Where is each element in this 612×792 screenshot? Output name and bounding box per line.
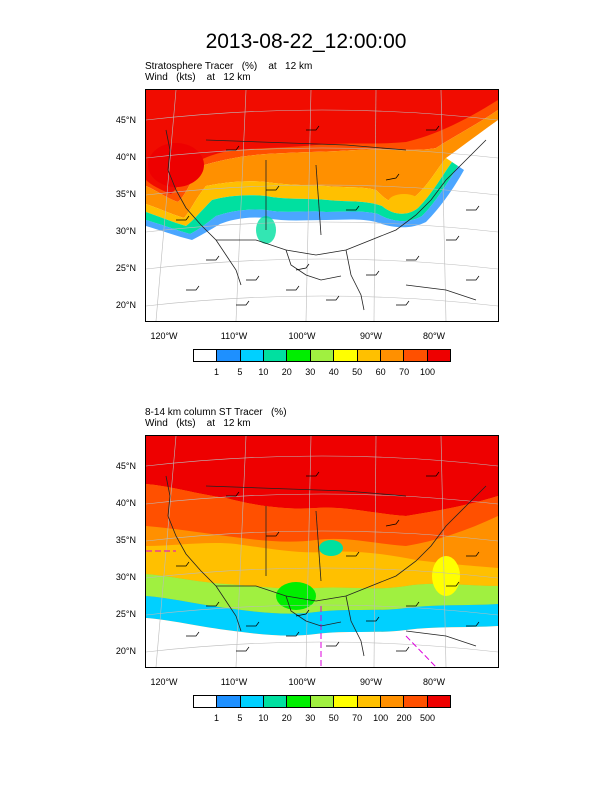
colorbar-tick-label: 50 — [328, 713, 339, 723]
colorbar-tick-label: 20 — [281, 713, 292, 723]
colorbar-tick-label: 40 — [328, 367, 339, 377]
colorbar-swatch — [264, 350, 288, 361]
tracer-fill-red — [146, 484, 498, 546]
colorbar-tick-label: 5 — [237, 367, 243, 377]
coastlines — [165, 475, 487, 657]
colorbar-tick-label: 70 — [352, 713, 363, 723]
colorbar-tick-label: 10 — [258, 713, 269, 723]
colorbar-swatch — [310, 696, 335, 707]
tracer-fill-white — [146, 618, 498, 667]
graticule — [146, 436, 498, 667]
colorbar-swatch — [217, 350, 241, 361]
panel2-lat-45: 45°N — [115, 461, 136, 471]
colorbar-swatch — [334, 696, 358, 707]
colorbar-swatch — [404, 696, 428, 707]
panel2-lon-110: 110°W — [220, 677, 248, 687]
panel1-lat-25: 25°N — [115, 263, 136, 273]
tracer-fill-cyan — [146, 596, 498, 636]
colorbar-swatch — [404, 350, 428, 361]
panel2-lat-25: 25°N — [115, 609, 136, 619]
colorbar-tick-label: 5 — [237, 713, 243, 723]
colorbar-swatch — [380, 696, 405, 707]
panel1-lon-90: 90°W — [359, 331, 383, 341]
panel1-lat-30: 30°N — [115, 226, 136, 236]
panel1-lat-40: 40°N — [115, 152, 136, 162]
panel2-lat-35: 35°N — [115, 535, 136, 545]
tracer-blob-south — [276, 582, 316, 610]
panel1-colorbar — [193, 349, 451, 362]
colorbar-swatch — [357, 696, 381, 707]
wind-barbs — [176, 125, 480, 306]
colorbar-swatch — [287, 696, 311, 707]
panel2-colorbar — [193, 695, 451, 708]
colorbar-swatch — [194, 350, 218, 361]
panel1-lon-120: 120°W — [150, 331, 178, 341]
panel1-lon-80: 80°W — [422, 331, 446, 341]
tracer-blob-central — [319, 540, 343, 556]
panel1-title: Stratosphere Tracer (%) at 12 km — [145, 61, 313, 72]
panel2-lon-120: 120°W — [150, 677, 178, 687]
tracer-blob-east — [388, 194, 420, 210]
panel1-map — [145, 89, 499, 322]
colorbar-swatch — [240, 350, 265, 361]
colorbar-tick-label: 30 — [305, 713, 316, 723]
panel2-title: 8-14 km column ST Tracer (%) — [145, 407, 287, 418]
panel1-lon-110: 110°W — [220, 331, 248, 341]
tracer-fill-orange — [146, 110, 498, 218]
panel2-lon-100: 100°W — [288, 677, 316, 687]
panel2-lon-90: 90°W — [359, 677, 383, 687]
tracer-blob-east — [432, 556, 460, 596]
domain-boundary — [146, 550, 437, 667]
colorbar-swatch — [310, 350, 335, 361]
colorbar-tick-label: 30 — [305, 367, 316, 377]
panel1-lat-45: 45°N — [115, 115, 136, 125]
panel1-subtitle: Wind (kts) at 12 km — [145, 72, 251, 83]
panel1-lon-100: 100°W — [288, 331, 316, 341]
tracer-fill-yellow — [146, 158, 452, 226]
tracer-fill-green — [146, 162, 458, 234]
colorbar-swatch — [217, 696, 241, 707]
colorbar-swatch — [427, 350, 450, 361]
colorbar-tick-label: 500 — [420, 713, 436, 723]
colorbar-swatch — [240, 696, 265, 707]
panel2-lat-30: 30°N — [115, 572, 136, 582]
colorbar-swatch — [194, 696, 218, 707]
wind-barbs — [176, 471, 480, 652]
panel2-lat-20: 20°N — [115, 646, 136, 656]
panel2-subtitle: Wind (kts) at 12 km — [145, 418, 251, 429]
graticule — [146, 90, 498, 321]
colorbar-tick-label: 60 — [375, 367, 386, 377]
colorbar-swatch — [380, 350, 405, 361]
colorbar-tick-label: 1 — [213, 367, 219, 377]
page-title: 2013-08-22_12:00:00 — [205, 30, 407, 53]
panel1-lat-35: 35°N — [115, 189, 136, 199]
tracer-fill-cyan — [146, 166, 464, 240]
tracer-fill-yellow — [146, 543, 498, 589]
colorbar-swatch — [334, 350, 358, 361]
coastlines — [165, 129, 487, 311]
colorbar-swatch — [357, 350, 381, 361]
colorbar-tick-label: 20 — [281, 367, 292, 377]
panel1-lat-20: 20°N — [115, 300, 136, 310]
tracer-fill-green — [146, 574, 498, 614]
panel2-lat-40: 40°N — [115, 498, 136, 508]
colorbar-tick-label: 10 — [258, 367, 269, 377]
tracer-fill-darkred — [146, 90, 498, 194]
colorbar-swatch — [287, 350, 311, 361]
panel2-lon-80: 80°W — [422, 677, 446, 687]
panel2-map — [145, 435, 499, 668]
colorbar-swatch — [264, 696, 288, 707]
colorbar-swatch — [427, 696, 450, 707]
colorbar-tick-label: 70 — [399, 367, 410, 377]
tracer-blob-west — [148, 143, 204, 187]
colorbar-tick-label: 1 — [213, 713, 219, 723]
colorbar-tick-label: 50 — [352, 367, 363, 377]
colorbar-tick-label: 100 — [373, 713, 389, 723]
colorbar-tick-label: 100 — [420, 367, 436, 377]
colorbar-tick-label: 200 — [396, 713, 412, 723]
